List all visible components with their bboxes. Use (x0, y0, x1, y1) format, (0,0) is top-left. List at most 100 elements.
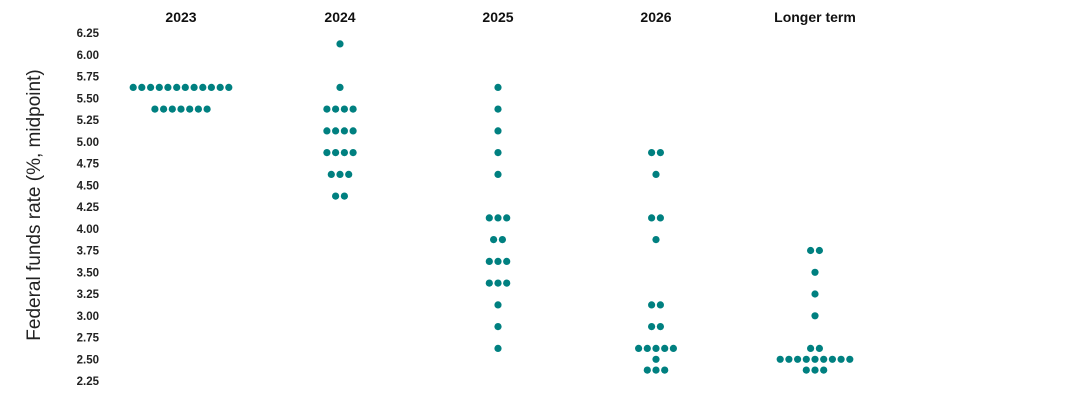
dot (494, 149, 502, 157)
dot (815, 344, 824, 352)
dot (807, 246, 815, 255)
y-tick-label: 4.25 (77, 202, 100, 214)
dot (661, 366, 669, 374)
y-tick-label: 2.25 (77, 376, 100, 388)
dot (661, 344, 669, 352)
dot (336, 83, 344, 91)
y-tick-label: 4.00 (77, 224, 99, 236)
dot (340, 105, 348, 113)
dots (129, 40, 854, 374)
y-tick-label: 5.00 (77, 137, 99, 149)
dot (151, 105, 159, 113)
dot (815, 246, 824, 255)
dot (820, 355, 828, 363)
dot (155, 83, 163, 91)
dot (216, 83, 224, 91)
dot (648, 301, 656, 309)
dot (811, 290, 819, 298)
y-axis-label: Federal funds rate (%, midpoint) (24, 69, 45, 340)
dot (656, 323, 665, 331)
dot (199, 83, 207, 91)
dot (652, 366, 660, 374)
dot (503, 214, 511, 222)
dot (332, 149, 340, 157)
dot (181, 83, 189, 91)
dot (802, 355, 810, 363)
dot (173, 83, 181, 91)
dot (147, 83, 155, 91)
dot (643, 366, 651, 374)
dot (811, 355, 819, 363)
dot (794, 355, 802, 363)
dot (652, 355, 660, 363)
dot (485, 214, 493, 222)
dot (669, 344, 678, 352)
dot (336, 40, 344, 48)
dot (811, 268, 819, 276)
category-label: 2023 (165, 9, 196, 25)
y-tick-label: 3.50 (77, 267, 99, 279)
dot (340, 149, 348, 157)
dot (485, 279, 493, 287)
dot (190, 83, 198, 91)
dot (186, 105, 194, 113)
dot (494, 301, 502, 309)
dot (635, 344, 643, 352)
dot (648, 214, 656, 222)
dot (494, 323, 502, 331)
dot (494, 83, 502, 91)
y-tick-label: 5.25 (77, 115, 100, 127)
dot (349, 149, 357, 157)
dot (802, 366, 810, 374)
dot (494, 127, 502, 135)
y-tick-labels: 6.25 6.00 5.75 5.50 5.25 5.00 4.75 4.50 4.25 4.00… (77, 28, 100, 388)
dot (340, 127, 348, 135)
dot (828, 355, 837, 363)
dot (194, 105, 202, 113)
dot (349, 127, 357, 135)
dot (820, 366, 828, 374)
dot (652, 236, 660, 244)
category-label: 2026 (640, 9, 671, 25)
dot (494, 344, 502, 352)
dot (656, 149, 665, 157)
y-tick-label: 4.75 (77, 159, 100, 171)
dot (340, 192, 348, 200)
dot (494, 257, 502, 265)
dot (177, 105, 185, 113)
dot (656, 301, 665, 309)
category-label: 2025 (482, 9, 513, 25)
y-tick-label: 6.25 (77, 28, 100, 40)
dot (776, 355, 784, 363)
dot (323, 105, 331, 113)
y-tick-label: 3.75 (77, 246, 100, 258)
dot (811, 366, 819, 374)
dot (652, 170, 660, 178)
dot (327, 170, 335, 178)
dot (652, 344, 660, 352)
dot (811, 312, 819, 320)
dot (643, 344, 651, 352)
dot (345, 170, 353, 178)
dot (485, 257, 493, 265)
y-tick-label: 3.25 (77, 289, 100, 301)
dot (785, 355, 793, 363)
dot (349, 105, 357, 113)
dot (648, 149, 656, 157)
dot (807, 344, 815, 352)
dot (323, 127, 331, 135)
dot (332, 105, 340, 113)
dot (164, 83, 172, 91)
dot (494, 170, 502, 178)
dot (846, 355, 854, 363)
dot (168, 105, 176, 113)
dot (160, 105, 168, 113)
dot (503, 257, 511, 265)
dot (225, 83, 233, 91)
y-tick-label: 2.50 (77, 354, 99, 366)
dot (656, 214, 665, 222)
dot (648, 323, 656, 331)
dot (498, 236, 506, 244)
y-tick-label: 5.50 (77, 93, 99, 105)
